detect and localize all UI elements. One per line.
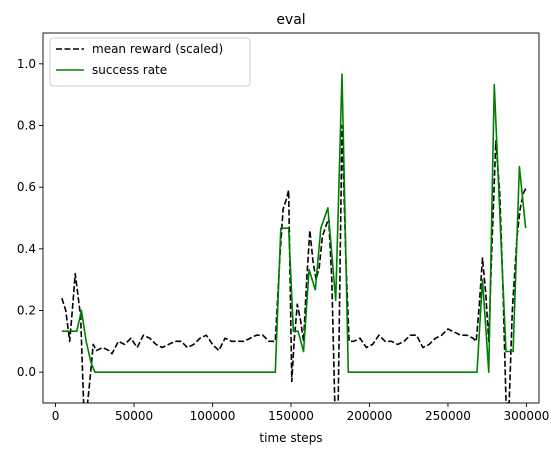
y-tick-label: 0.4 bbox=[17, 242, 36, 256]
x-tick-label: 100000 bbox=[190, 409, 236, 423]
y-tick-label: 1.0 bbox=[17, 57, 36, 71]
legend: mean reward (scaled) success rate bbox=[49, 37, 251, 87]
legend-label: mean reward (scaled) bbox=[92, 42, 223, 56]
legend-box bbox=[49, 37, 251, 87]
x-axis-label: time steps bbox=[259, 431, 322, 445]
y-tick-label: 0.2 bbox=[17, 304, 36, 318]
y-tick-label: 0.0 bbox=[17, 365, 36, 379]
x-tick-label: 250000 bbox=[425, 409, 471, 423]
x-tick-label: 200000 bbox=[347, 409, 393, 423]
x-axis: 0 50000 100000 150000 200000 250000 300000 bbox=[52, 403, 550, 423]
x-tick-label: 50000 bbox=[115, 409, 153, 423]
y-axis: 0.0 0.2 0.4 0.6 0.8 1.0 bbox=[17, 57, 43, 379]
chart-title: eval bbox=[276, 12, 305, 28]
y-tick-label: 0.8 bbox=[17, 119, 36, 133]
series-line-mean-reward bbox=[61, 124, 528, 403]
y-tick-label: 0.6 bbox=[17, 180, 36, 194]
legend-label: success rate bbox=[92, 63, 167, 77]
x-tick-label: 300000 bbox=[504, 409, 550, 423]
series-line-success-rate bbox=[61, 73, 527, 373]
x-tick-label: 150000 bbox=[268, 409, 314, 423]
x-tick-label: 0 bbox=[52, 409, 60, 423]
series-group bbox=[61, 73, 528, 403]
